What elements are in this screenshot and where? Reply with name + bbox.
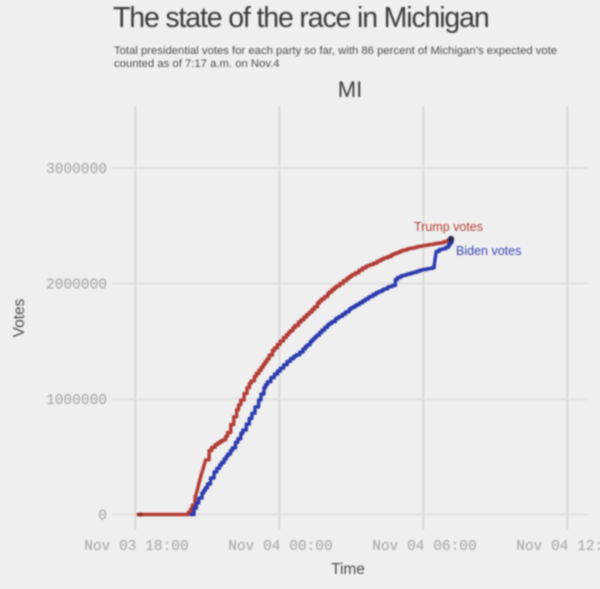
svg-text:Nov 03 18:00: Nov 03 18:00 bbox=[84, 539, 188, 555]
svg-text:Nov 04 12:00: Nov 04 12:00 bbox=[516, 539, 600, 555]
svg-text:Trump votes: Trump votes bbox=[414, 220, 483, 234]
svg-text:0: 0 bbox=[98, 509, 107, 525]
svg-text:Nov 04 06:00: Nov 04 06:00 bbox=[372, 539, 476, 555]
svg-text:Nov 04 00:00: Nov 04 00:00 bbox=[228, 539, 332, 555]
svg-text:Biden votes: Biden votes bbox=[456, 244, 521, 258]
svg-text:Time: Time bbox=[331, 561, 365, 578]
svg-text:1000000: 1000000 bbox=[46, 393, 107, 409]
svg-text:3000000: 3000000 bbox=[46, 162, 107, 178]
svg-text:MI: MI bbox=[338, 77, 362, 102]
svg-text:2000000: 2000000 bbox=[46, 278, 107, 294]
svg-text:Votes: Votes bbox=[11, 298, 28, 337]
